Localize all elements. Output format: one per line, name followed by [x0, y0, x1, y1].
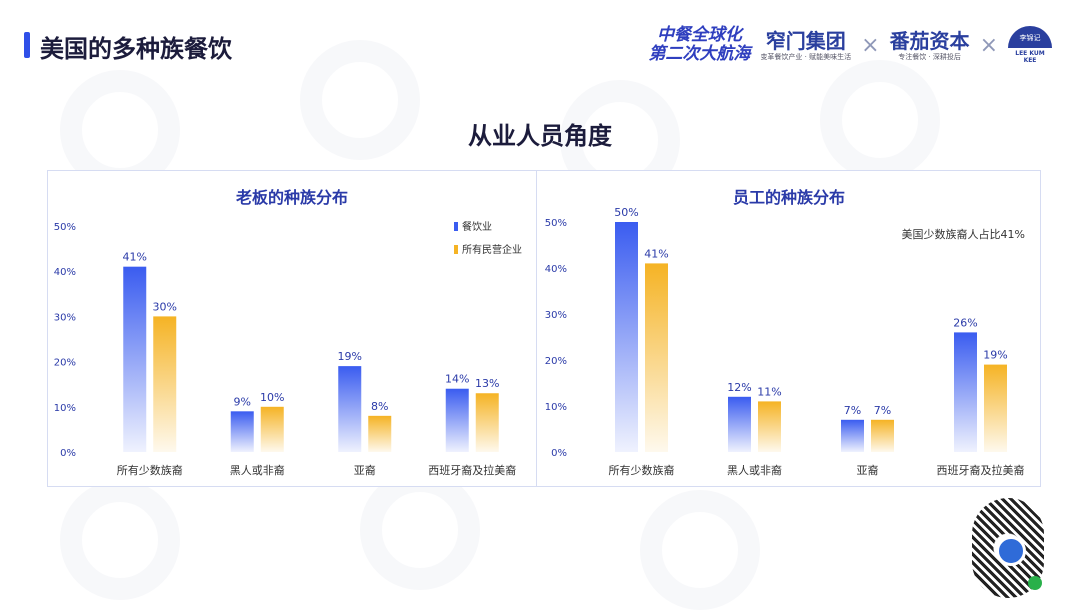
boss-race-chart: 老板的种族分布 0% 10% 20% 30% 40% 50% 41% 30% 所有少数族裔 9% 10…	[54, 188, 522, 477]
bar	[260, 406, 284, 452]
brand3-logo: 李锦记 LEE KUM KEE	[1008, 26, 1052, 64]
bar-value-label: 19%	[338, 350, 362, 363]
y-tick-label: 10%	[545, 402, 567, 413]
bar	[368, 415, 392, 452]
section-title: 从业人员角度	[468, 122, 612, 150]
bar	[445, 388, 469, 452]
x-tick-label: 亚裔	[354, 463, 376, 477]
bar	[153, 316, 177, 452]
x-tick-label: 所有少数族裔	[117, 463, 183, 477]
y-tick-label: 30%	[54, 312, 76, 323]
y-tick-label: 40%	[545, 264, 567, 275]
bar	[230, 411, 254, 452]
bar-value-label: 7%	[874, 404, 891, 417]
bar	[338, 366, 362, 452]
separator-icon: ×	[861, 32, 880, 58]
campaign-logo: 中餐全球化 第二次大航海	[648, 25, 751, 64]
bar	[871, 419, 894, 452]
bar-value-label: 50%	[614, 206, 638, 219]
bar-value-label: 41%	[123, 251, 147, 264]
chart-annotation: 美国少数族裔人占比41%	[902, 227, 1025, 241]
separator-icon: ×	[979, 32, 998, 58]
bar	[475, 393, 499, 452]
x-tick-label: 黑人或非裔	[230, 463, 285, 477]
bar-value-label: 26%	[953, 316, 977, 329]
y-tick-label: 0%	[60, 448, 76, 459]
bar-value-label: 19%	[983, 349, 1007, 362]
y-tick-label: 40%	[54, 267, 76, 278]
page-title: 美国的多种族餐饮	[40, 35, 232, 63]
legend-label: 餐饮业	[462, 220, 492, 233]
qr-code[interactable]	[972, 498, 1044, 598]
y-tick-label: 20%	[54, 358, 76, 369]
y-tick-label: 10%	[54, 403, 76, 414]
bar-value-label: 13%	[475, 377, 499, 390]
bar-value-label: 11%	[757, 385, 781, 398]
qr-logo-icon	[996, 536, 1026, 566]
y-tick-label: 20%	[545, 356, 567, 367]
bar-value-label: 10%	[260, 391, 284, 404]
x-tick-label: 黑人或非裔	[727, 463, 782, 477]
y-tick-label: 50%	[545, 218, 567, 229]
brand1-logo: 窄门集团 变革餐饮产业 · 赋能美味生活	[760, 28, 852, 61]
chart-title: 老板的种族分布	[235, 188, 348, 207]
x-tick-label: 所有少数族裔	[609, 463, 675, 477]
partner-logos: 中餐全球化 第二次大航海 窄门集团 变革餐饮产业 · 赋能美味生活 × 番茄资本…	[648, 22, 1052, 68]
bar-value-label: 14%	[445, 373, 469, 386]
bar-value-label: 8%	[371, 400, 388, 413]
bar	[728, 396, 751, 452]
bar-value-label: 30%	[153, 300, 177, 313]
bar	[954, 332, 977, 452]
legend-swatch	[454, 222, 458, 231]
employee-race-chart: 员工的种族分布 0% 10% 20% 30% 40% 50% 50% 41% 所有少数族裔 12% 1…	[545, 188, 1025, 477]
bar	[984, 364, 1007, 452]
bar	[645, 263, 668, 452]
y-tick-label: 30%	[545, 310, 567, 321]
bar	[841, 419, 864, 452]
bar-value-label: 7%	[844, 404, 861, 417]
panel-divider	[536, 170, 537, 487]
bar-value-label: 41%	[644, 247, 668, 260]
x-tick-label: 西班牙裔及拉美裔	[428, 463, 516, 477]
bar	[123, 266, 147, 452]
bar	[758, 401, 781, 452]
bar-value-label: 12%	[727, 381, 751, 394]
bar-value-label: 9%	[234, 395, 251, 408]
brand2-logo: 番茄资本 专注餐饮 · 深耕投后	[889, 28, 970, 61]
title-accent-bar	[24, 32, 30, 58]
bar	[615, 222, 638, 452]
x-tick-label: 西班牙裔及拉美裔	[937, 463, 1025, 477]
legend-label: 所有民营企业	[462, 243, 522, 256]
legend-swatch	[454, 245, 458, 254]
x-tick-label: 亚裔	[857, 463, 879, 477]
chart-title: 员工的种族分布	[733, 188, 845, 207]
y-tick-label: 0%	[551, 448, 567, 459]
mini-program-icon	[1028, 576, 1042, 590]
y-tick-label: 50%	[54, 222, 76, 233]
